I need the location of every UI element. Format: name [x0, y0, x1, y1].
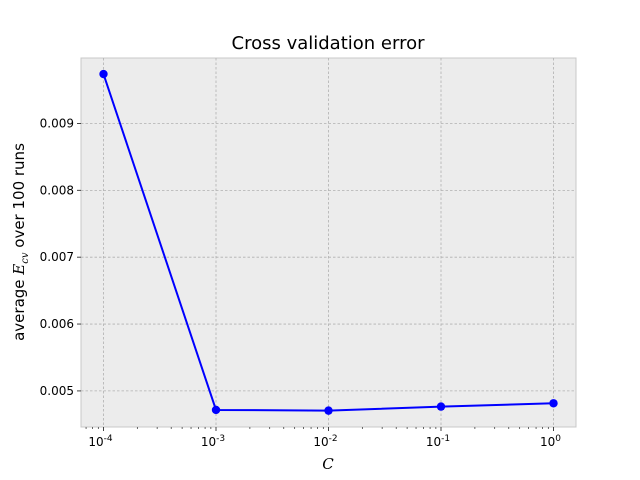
x-ticks: 10-4 10-3 10-2 10-1 100	[85, 427, 561, 449]
x-tick-label: 10-4	[88, 434, 113, 449]
y-tick-label: 0.005	[40, 384, 74, 398]
y-axis-label-prefix: average	[10, 275, 28, 341]
x-axis-label: C	[322, 455, 334, 473]
y-tick-label: 0.006	[40, 317, 74, 331]
y-tick-label: 0.007	[40, 250, 74, 264]
x-tick-label: 10-3	[201, 434, 225, 449]
data-point	[549, 399, 558, 408]
grid	[81, 58, 576, 427]
y-tick-label: 0.009	[40, 117, 74, 131]
x-tick-label: 10-2	[313, 434, 337, 449]
y-axis-label-symbol: E	[10, 264, 28, 276]
data-point	[99, 69, 108, 79]
x-tick-label: 100	[540, 434, 561, 449]
chart-title: Cross validation error	[232, 33, 426, 54]
series-line	[99, 69, 558, 415]
data-point	[211, 405, 221, 415]
y-ticks: 0.005 0.006 0.007 0.008 0.009	[40, 117, 81, 398]
data-point	[436, 402, 446, 411]
y-axis-label-subscript: cv	[20, 252, 31, 264]
data-point	[324, 406, 333, 415]
y-axis-label-suffix: over 100 runs	[10, 143, 28, 253]
y-axis-label: average Ecv over 100 runs	[10, 143, 31, 341]
y-tick-label: 0.008	[40, 183, 74, 197]
x-tick-label: 10-1	[426, 434, 450, 449]
